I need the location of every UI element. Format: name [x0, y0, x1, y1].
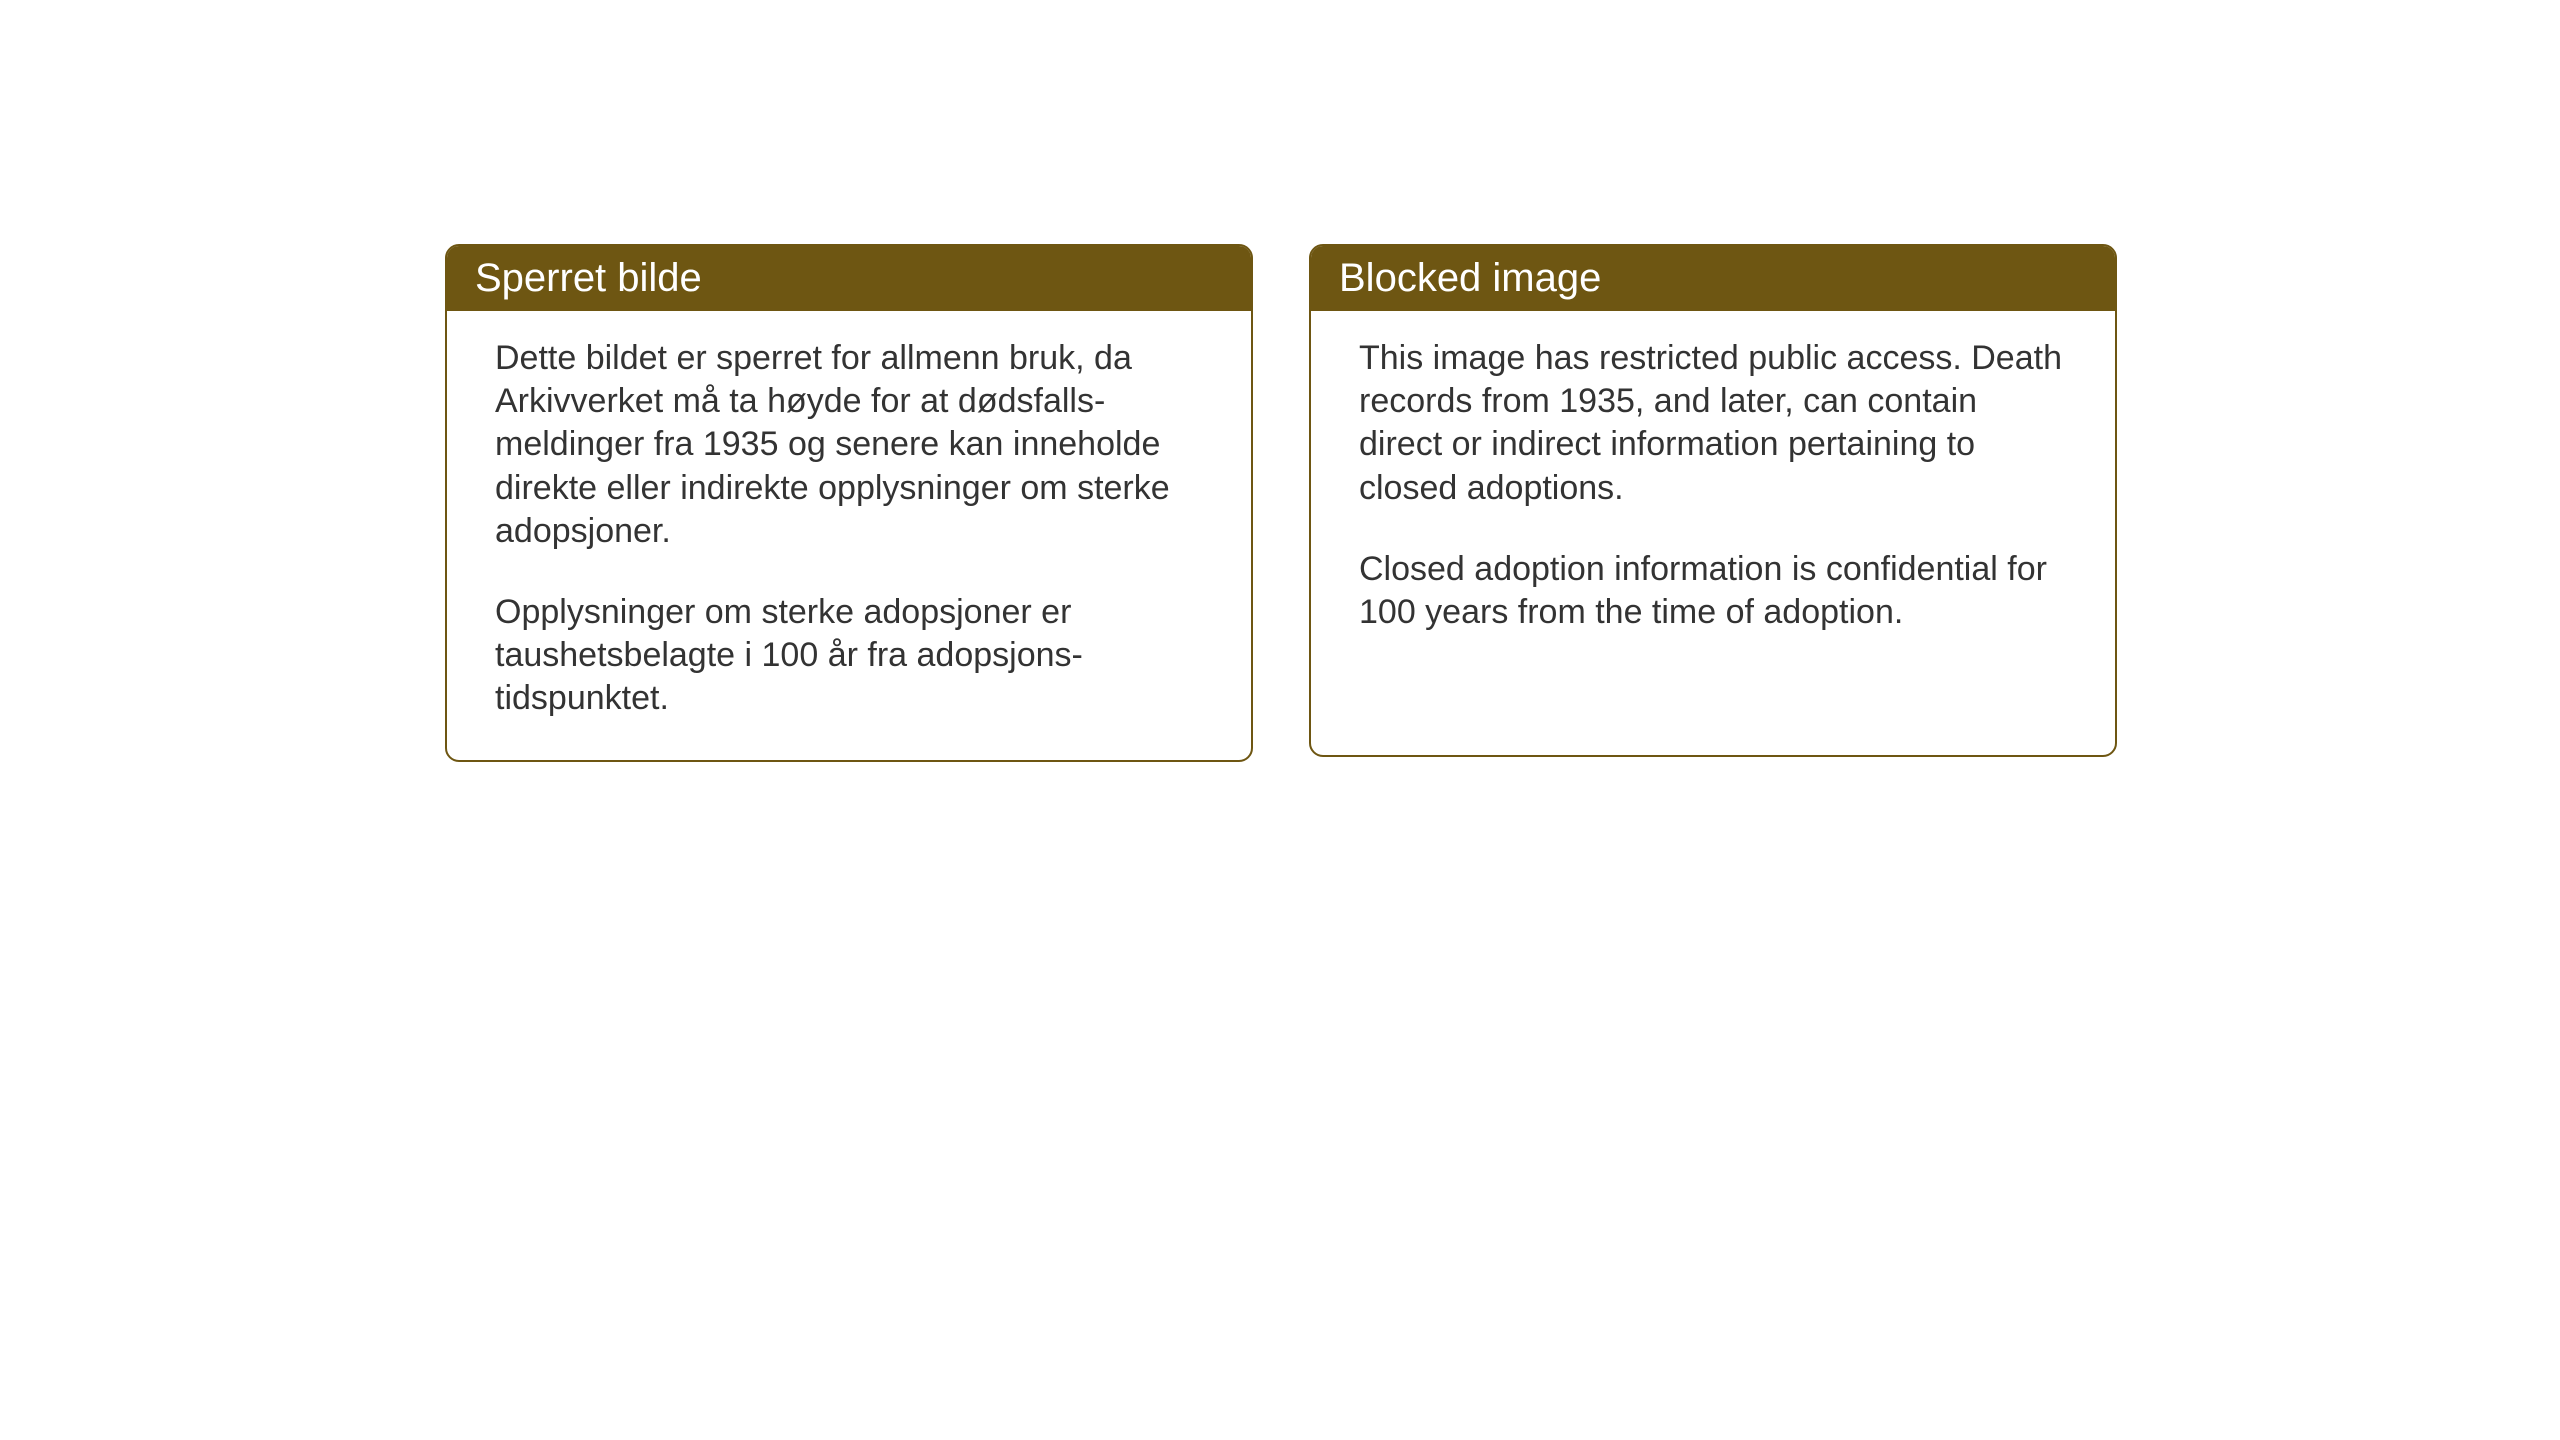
norwegian-card: Sperret bilde Dette bildet er sperret fo…	[445, 244, 1253, 762]
english-paragraph-1: This image has restricted public access.…	[1359, 337, 2067, 510]
norwegian-paragraph-2: Opplysninger om sterke adopsjoner er tau…	[495, 591, 1203, 721]
english-card-body: This image has restricted public access.…	[1311, 311, 2115, 674]
norwegian-card-title: Sperret bilde	[447, 246, 1251, 311]
norwegian-card-body: Dette bildet er sperret for allmenn bruk…	[447, 311, 1251, 760]
norwegian-paragraph-1: Dette bildet er sperret for allmenn bruk…	[495, 337, 1203, 553]
english-paragraph-2: Closed adoption information is confident…	[1359, 548, 2067, 634]
cards-container: Sperret bilde Dette bildet er sperret fo…	[445, 244, 2117, 762]
english-card: Blocked image This image has restricted …	[1309, 244, 2117, 757]
english-card-title: Blocked image	[1311, 246, 2115, 311]
